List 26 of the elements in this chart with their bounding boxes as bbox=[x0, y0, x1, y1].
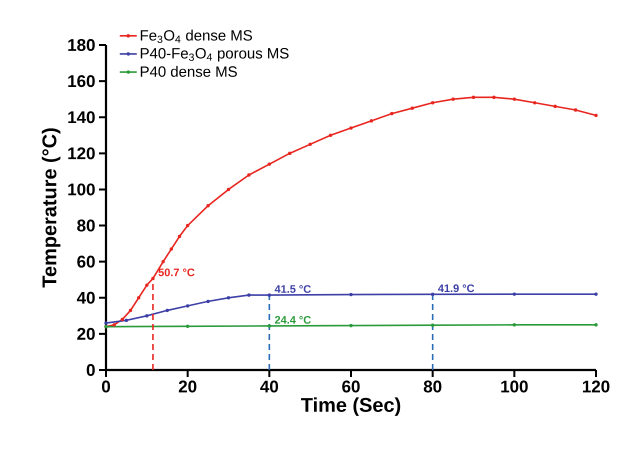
y-tick-label: 160 bbox=[68, 75, 95, 88]
annotation: 41.5 °C bbox=[274, 285, 311, 293]
annotation: 41.9 °C bbox=[438, 284, 474, 292]
legend-label: P40 dense MS bbox=[140, 66, 237, 77]
x-tick-label: 80 bbox=[424, 380, 442, 393]
annotation: 50.7 °C bbox=[158, 268, 195, 276]
y-tick-label: 40 bbox=[76, 292, 95, 304]
y-tick-label: 0 bbox=[86, 364, 95, 376]
y-tick-label: 120 bbox=[68, 147, 95, 160]
x-tick-label: 0 bbox=[102, 380, 110, 393]
x-tick-label: 100 bbox=[501, 380, 528, 393]
y-tick-label: 60 bbox=[77, 256, 95, 268]
legend-label: Fe$_{3}$O$_{4}$ dense MS bbox=[140, 30, 252, 43]
y-tick-label: 80 bbox=[77, 220, 95, 232]
annotation: 24.4 °C bbox=[274, 316, 311, 324]
y-tick-label: 100 bbox=[68, 183, 95, 196]
legend-label: P40-Fe$_{3}$O$_{4}$ porous MS bbox=[140, 48, 289, 62]
x-tick-label: 40 bbox=[260, 380, 278, 393]
x-tick-label: 60 bbox=[342, 380, 360, 393]
y-axis-title: Temperature (°C) bbox=[42, 128, 60, 288]
x-tick-label: 120 bbox=[582, 380, 610, 393]
y-tick-label: 20 bbox=[77, 328, 95, 340]
y-tick-label: 140 bbox=[68, 111, 95, 124]
x-tick-label: 20 bbox=[178, 380, 196, 393]
x-axis-title: Time (Sec) bbox=[301, 397, 400, 416]
y-tick-label: 180 bbox=[68, 39, 95, 51]
